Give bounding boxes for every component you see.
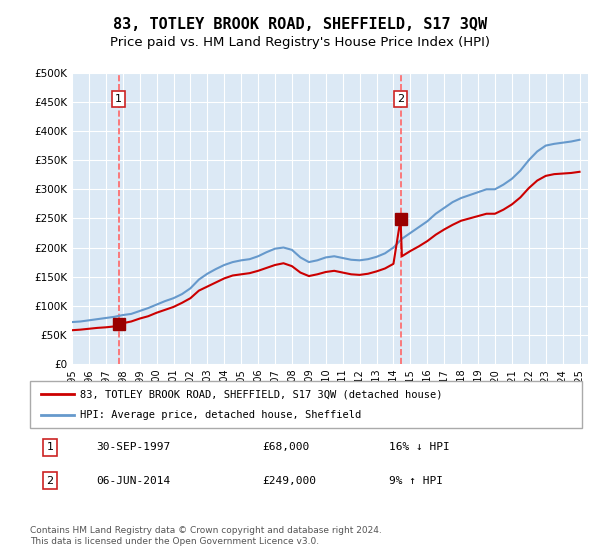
Text: Contains HM Land Registry data © Crown copyright and database right 2024.
This d: Contains HM Land Registry data © Crown c…	[30, 526, 382, 546]
Text: Price paid vs. HM Land Registry's House Price Index (HPI): Price paid vs. HM Land Registry's House …	[110, 36, 490, 49]
FancyBboxPatch shape	[30, 381, 582, 428]
Text: 1: 1	[115, 94, 122, 104]
Text: 83, TOTLEY BROOK ROAD, SHEFFIELD, S17 3QW: 83, TOTLEY BROOK ROAD, SHEFFIELD, S17 3Q…	[113, 17, 487, 32]
Text: 16% ↓ HPI: 16% ↓ HPI	[389, 442, 449, 452]
Text: 2: 2	[47, 475, 53, 486]
Text: £249,000: £249,000	[262, 475, 316, 486]
Text: 9% ↑ HPI: 9% ↑ HPI	[389, 475, 443, 486]
Text: 06-JUN-2014: 06-JUN-2014	[96, 475, 170, 486]
Text: 83, TOTLEY BROOK ROAD, SHEFFIELD, S17 3QW (detached house): 83, TOTLEY BROOK ROAD, SHEFFIELD, S17 3Q…	[80, 389, 442, 399]
Text: 2: 2	[397, 94, 404, 104]
Text: £68,000: £68,000	[262, 442, 309, 452]
Text: HPI: Average price, detached house, Sheffield: HPI: Average price, detached house, Shef…	[80, 410, 361, 420]
Text: 30-SEP-1997: 30-SEP-1997	[96, 442, 170, 452]
Text: 1: 1	[47, 442, 53, 452]
